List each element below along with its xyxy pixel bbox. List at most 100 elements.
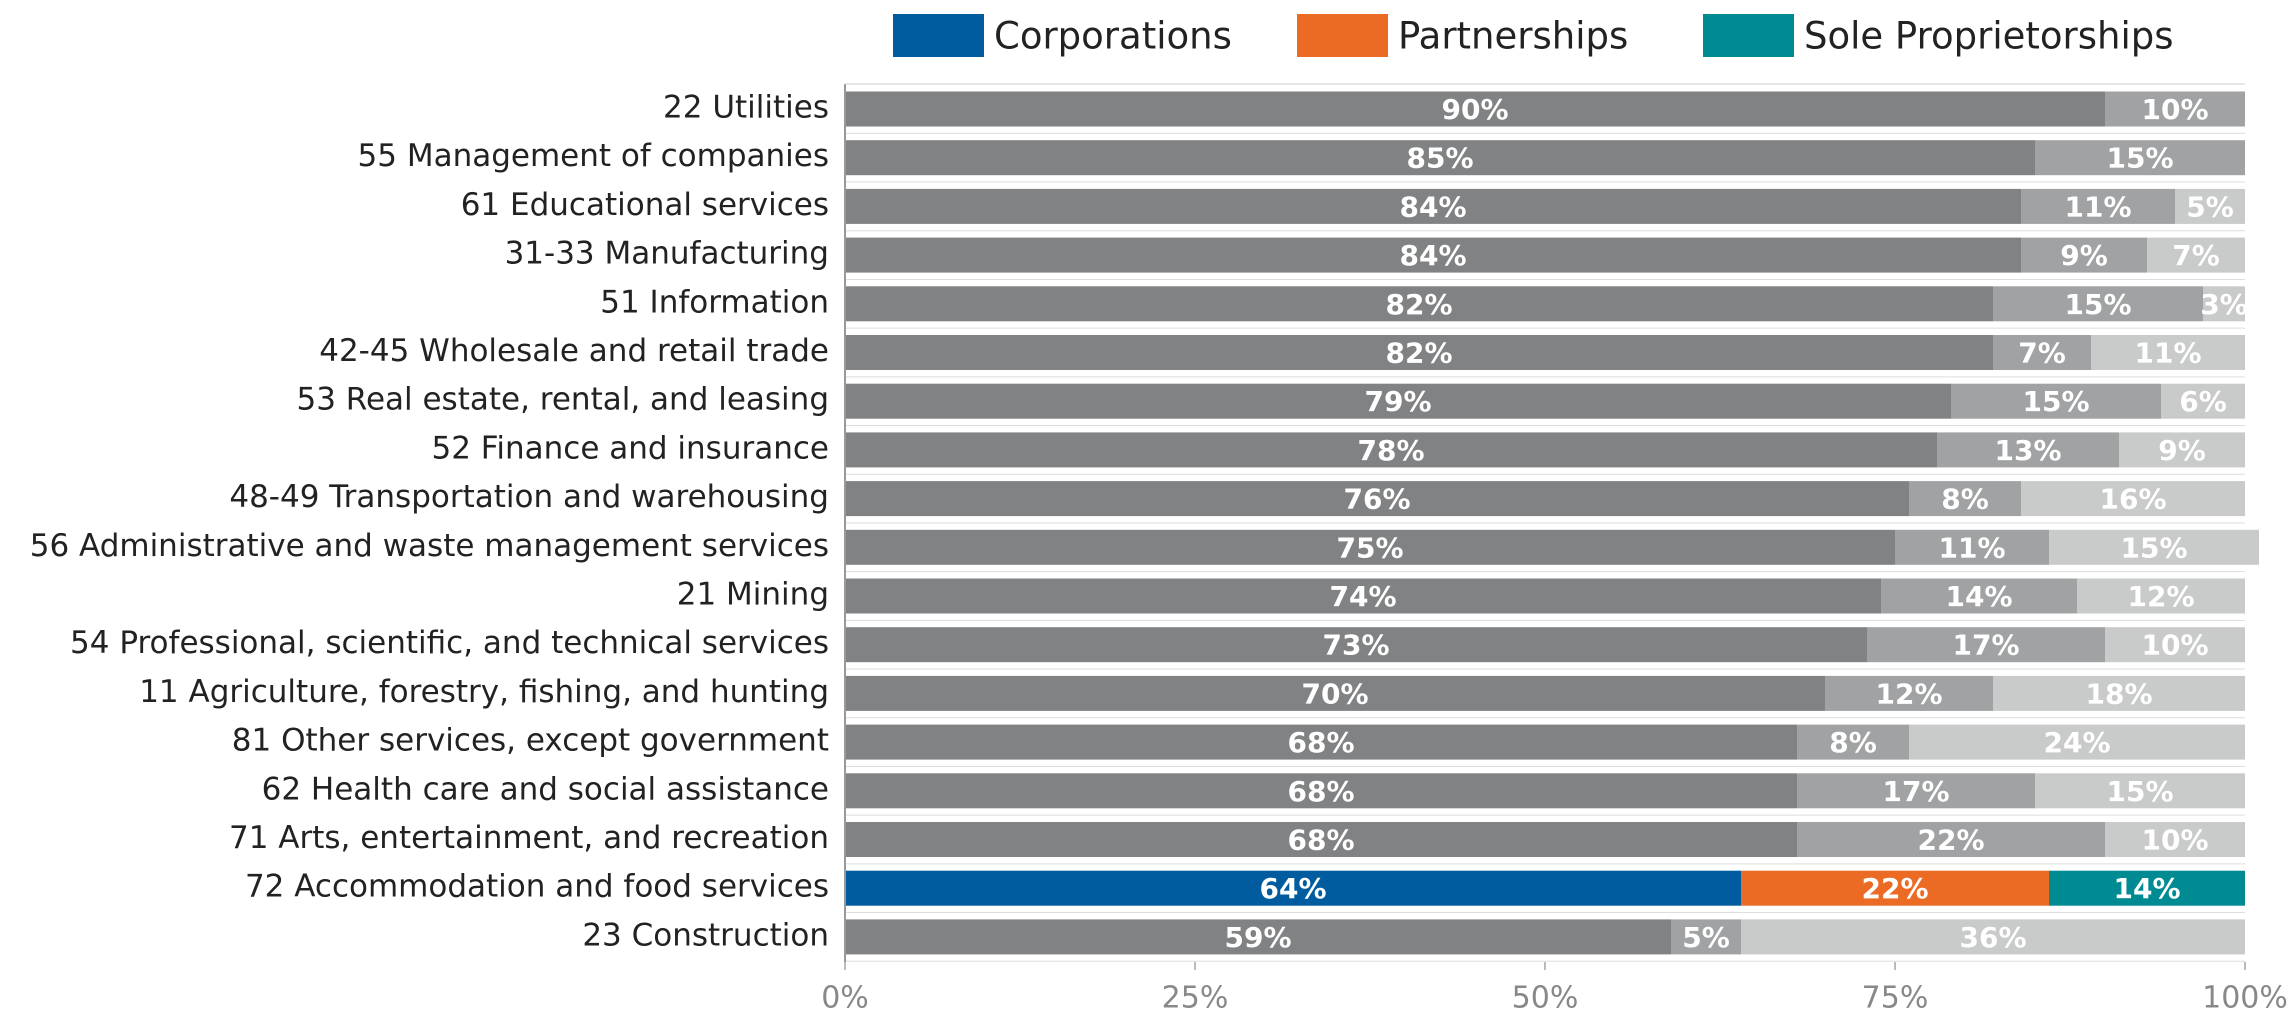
y-tick-label: 11 Agriculture, forestry, fishing, and h… [139, 674, 829, 710]
legend-swatch [1703, 14, 1794, 57]
value-label: 10% [2141, 93, 2208, 126]
bar-segment [2105, 91, 2245, 127]
bar-segment [845, 140, 2035, 176]
value-label: 10% [2141, 629, 2208, 662]
value-label: 73% [1322, 629, 1389, 662]
value-label: 17% [1882, 775, 1949, 808]
bar-segment [845, 383, 1951, 419]
bar-segment [1937, 432, 2119, 468]
bar-segment [2147, 237, 2245, 273]
value-label: 85% [1406, 142, 1473, 175]
value-label: 22% [1917, 824, 1984, 857]
bar-segment [845, 675, 1825, 711]
bar-segment [845, 432, 1937, 468]
value-label: 75% [1336, 531, 1403, 564]
bar-segment [2161, 383, 2245, 419]
bar-segment [1993, 335, 2091, 370]
bar-segment [1741, 870, 2049, 906]
bar-segment [1867, 627, 2105, 663]
bar-segment [845, 188, 2021, 224]
bar-segment [845, 773, 1797, 809]
bar-segment [2049, 529, 2259, 565]
value-label: 84% [1399, 190, 1466, 223]
bar-segment [845, 578, 1881, 614]
value-label: 76% [1343, 483, 1410, 516]
bar-segment [845, 286, 1993, 322]
value-label: 9% [2158, 434, 2206, 467]
bar-segment [2203, 286, 2245, 322]
bar-segment [845, 919, 1671, 955]
value-label: 36% [1959, 921, 2026, 954]
value-label: 15% [2106, 142, 2173, 175]
bar-segment [2105, 627, 2245, 663]
legend-label: Partnerships [1398, 15, 1628, 58]
bar-segment [845, 335, 1993, 370]
value-label: 11% [2064, 190, 2131, 223]
value-label: 16% [2099, 483, 2166, 516]
y-tick-label: 55 Management of companies [358, 138, 829, 174]
legend-label: Sole Proprietorships [1804, 15, 2174, 58]
bar-segment [2119, 432, 2245, 468]
value-label: 84% [1399, 239, 1466, 272]
value-label: 68% [1287, 824, 1354, 857]
bar-segment [2021, 237, 2147, 273]
value-label: 17% [1952, 629, 2019, 662]
value-label: 3% [2200, 288, 2248, 321]
value-label: 14% [2113, 872, 2180, 905]
bar-segment [845, 481, 1909, 517]
value-label: 12% [1875, 677, 1942, 710]
bar-segment [845, 627, 1867, 663]
value-label: 79% [1364, 385, 1431, 418]
bar-segment [2021, 188, 2175, 224]
x-tick-label: 0% [821, 981, 869, 1016]
value-label: 24% [2043, 726, 2110, 759]
value-label: 82% [1385, 337, 1452, 370]
bar-segment [845, 724, 1797, 760]
bar-segment [2105, 822, 2245, 857]
value-label: 15% [2022, 385, 2089, 418]
bar-segment [845, 870, 1741, 906]
value-label: 59% [1224, 921, 1291, 954]
value-label: 70% [1301, 677, 1368, 710]
bar-segment [1741, 919, 2245, 955]
value-label: 6% [2179, 385, 2227, 418]
bar-segment [1909, 724, 2245, 760]
value-label: 11% [2134, 337, 2201, 370]
value-label: 13% [1994, 434, 2061, 467]
bar-segment [2035, 140, 2245, 176]
bar-segment [2035, 773, 2245, 809]
bar-segment [1895, 529, 2049, 565]
bar-segment [1881, 578, 2077, 614]
y-tick-label: 71 Arts, entertainment, and recreation [229, 820, 829, 856]
value-label: 15% [2064, 288, 2131, 321]
value-label: 22% [1861, 872, 1928, 905]
value-label: 11% [1938, 531, 2005, 564]
y-tick-label: 62 Health care and social assistance [262, 771, 829, 807]
bar-segment [2091, 335, 2245, 370]
value-label: 78% [1357, 434, 1424, 467]
value-label: 10% [2141, 824, 2208, 857]
y-tick-label: 31-33 Manufacturing [505, 236, 829, 272]
bar-segment [2077, 578, 2245, 614]
bar-segment [1797, 822, 2105, 857]
legend-swatch [893, 14, 984, 57]
value-label: 18% [2085, 677, 2152, 710]
bar-segment [2175, 188, 2245, 224]
bar-segment [1797, 773, 2035, 809]
y-tick-label: 48-49 Transportation and warehousing [229, 479, 829, 515]
y-tick-label: 54 Professional, scientific, and technic… [70, 625, 829, 661]
x-tick-label: 75% [1862, 981, 1929, 1016]
bar-segment [845, 529, 1895, 565]
y-tick-label: 52 Finance and insurance [432, 430, 830, 466]
bar-segment [1993, 675, 2245, 711]
x-tick-label: 50% [1512, 981, 1579, 1016]
bar-segment [1909, 481, 2021, 517]
y-tick-label: 81 Other services, except government [232, 723, 829, 759]
value-label: 7% [2172, 239, 2220, 272]
value-label: 14% [1945, 580, 2012, 613]
y-tick-label: 22 Utilities [663, 90, 829, 126]
bar-segment [1797, 724, 1909, 760]
bar-segment [2049, 870, 2245, 906]
bar-segment [1951, 383, 2161, 419]
